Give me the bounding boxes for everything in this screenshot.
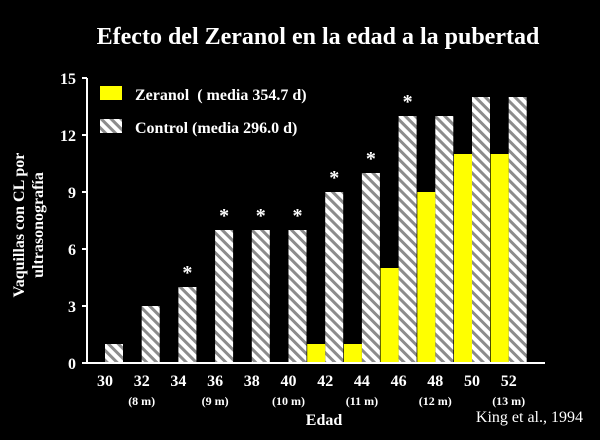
legend-swatch-control [100,119,122,133]
y-axis-title-line-1: Vaquillas con CL por [11,153,28,298]
x-tick-label: 30 [97,373,113,390]
control-bar [215,230,234,363]
x-tick-label: 34 [170,373,186,390]
y-tick-label: 6 [68,242,76,259]
zeranol-series [307,154,509,363]
control-bar [105,344,123,363]
control-bar [178,287,197,363]
x-tick-label: 46 [391,373,407,390]
x-tick-label: 52 [501,373,517,390]
chart-title: Efecto del Zeranol en la edad a la puber… [97,24,540,50]
control-bar [141,306,160,363]
zeranol-bar [380,268,399,363]
legend-label-control: Control (media 296.0 d) [135,120,297,137]
y-tick-label: 3 [68,299,76,316]
significance-markers: * * * * * * * [182,91,412,284]
significance-star: * [329,167,339,189]
control-series [105,97,527,363]
x-tick-label: 32 [134,373,150,390]
x-tick-label: 40 [281,373,297,390]
significance-star: * [403,91,413,113]
significance-star: * [219,205,229,227]
significance-star: * [256,205,266,227]
source-citation: King et al., 1994 [476,409,583,426]
control-bar [251,230,270,363]
x-axis-ticks: 30 32 (8 m) 34 36 (9 m) 38 40 (10 m) 42 44 (11 m) 46… [97,373,525,408]
y-tick-label: 9 [68,185,76,202]
x-tick-label: 38 [244,373,260,390]
control-bar [361,173,380,363]
control-bar [398,116,417,363]
significance-star: * [182,262,192,284]
zeranol-bar [417,192,436,363]
x-tick-label: 42 [317,373,333,390]
zeranol-bar [343,344,362,363]
x-month-label: (12 m) [419,394,452,408]
legend-swatch-zeranol [100,86,122,100]
x-tick-label: 50 [464,373,480,390]
x-month-label: (11 m) [346,394,378,408]
x-tick-label: 36 [207,373,223,390]
x-month-label: (10 m) [272,394,305,408]
axes [86,78,545,364]
x-month-label: (8 m) [128,394,155,408]
y-tick-label: 15 [60,71,76,88]
legend: Zeranol ( media 354.7 d) Control (media … [100,86,307,137]
control-bar [435,116,454,363]
x-month-label: (9 m) [202,394,229,408]
y-axis-ticks: 0 3 6 9 12 15 [60,71,87,373]
zeranol-bar [307,344,326,363]
control-bar [508,97,527,363]
y-axis-title-line-2: ultrasonografía [30,172,47,278]
control-bar [472,97,490,363]
y-tick-label: 12 [60,128,76,145]
y-axis-title: Vaquillas con CL por ultrasonografía [11,153,47,298]
legend-label-zeranol: Zeranol ( media 354.7 d) [135,87,307,104]
significance-star: * [293,205,303,227]
control-bar [325,192,344,363]
significance-star: * [366,148,376,170]
x-axis-title: Edad [306,412,343,429]
zeranol-bar [490,154,509,363]
y-tick-label: 0 [68,356,76,373]
x-month-label: (13 m) [492,394,525,408]
control-bar [288,230,307,363]
x-tick-label: 48 [427,373,443,390]
x-tick-label: 44 [354,373,370,390]
zeranol-bar [454,154,472,363]
